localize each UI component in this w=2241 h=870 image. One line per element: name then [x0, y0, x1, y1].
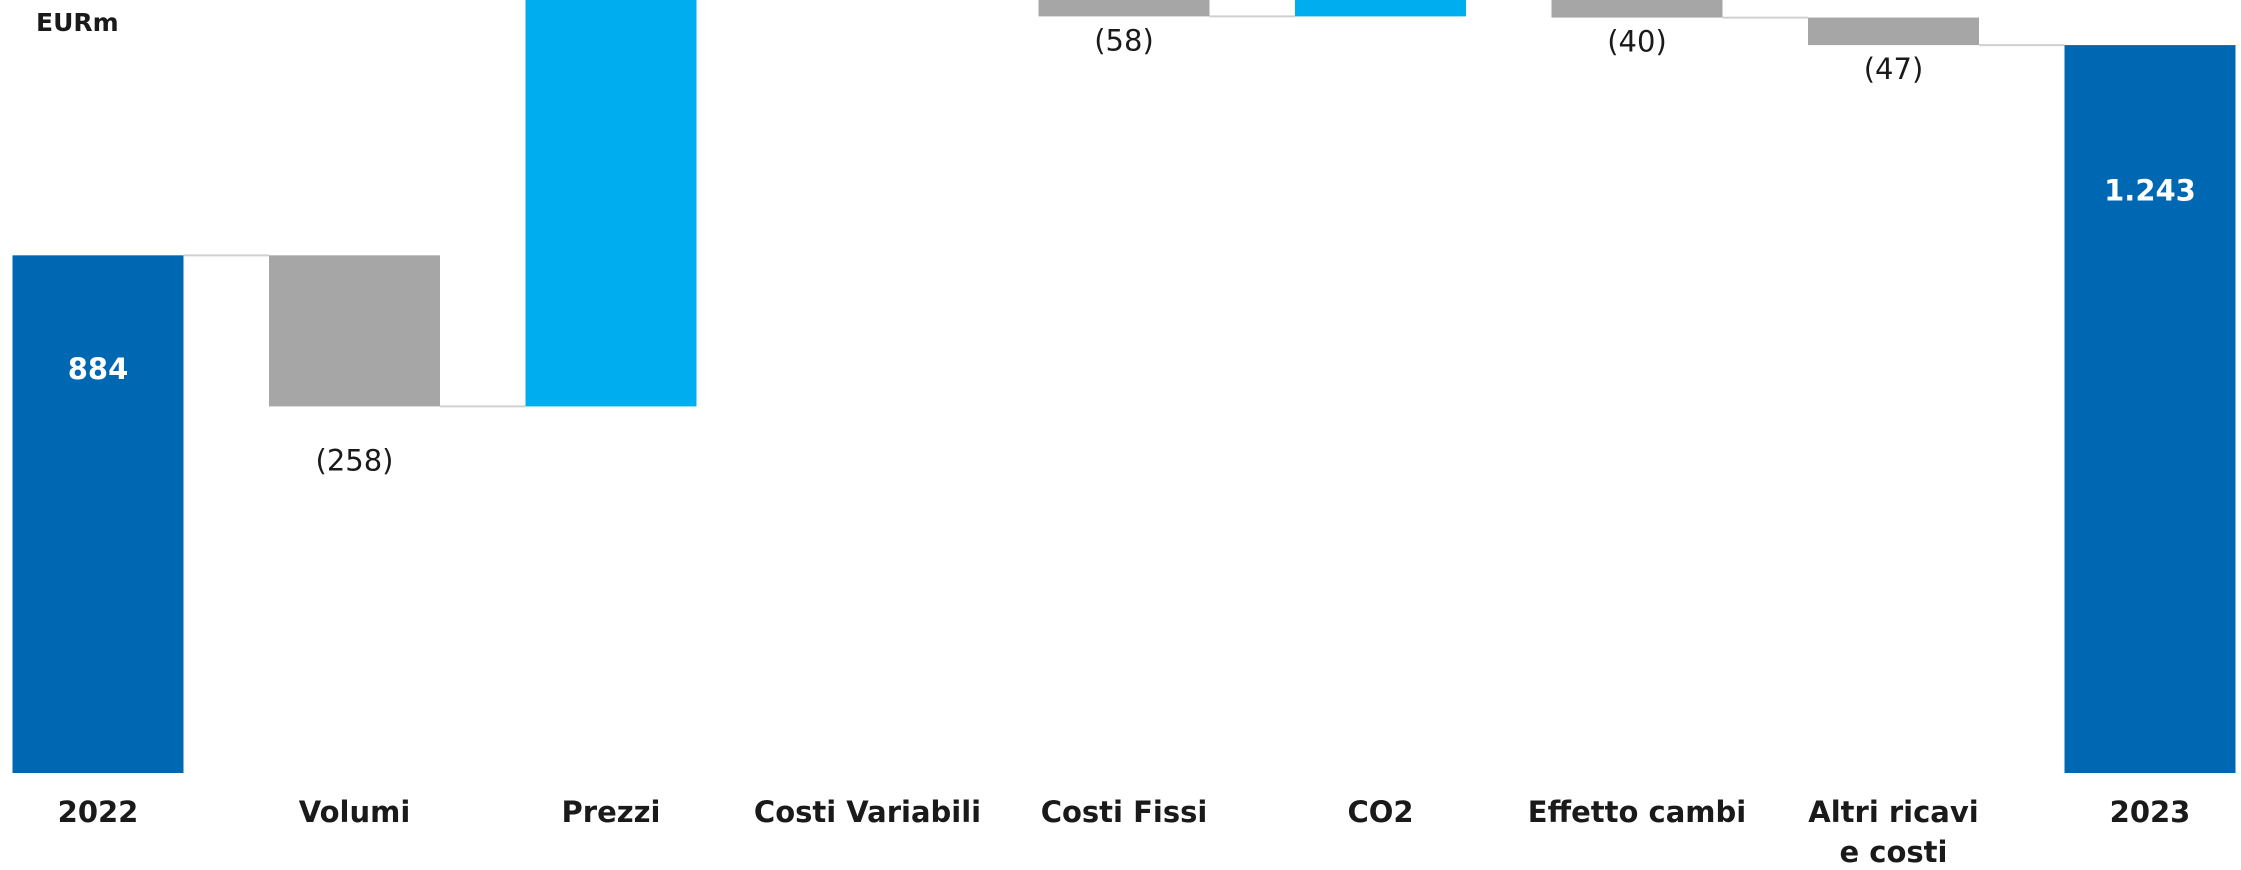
category-label: Volumi — [299, 795, 411, 829]
unit-label: EURm — [36, 8, 119, 37]
bar-effetto-cambi — [1551, 0, 1723, 18]
bar-costi-fissi — [1038, 0, 1210, 17]
bar-2023 — [2064, 45, 2236, 773]
value-label: (47) — [1864, 52, 1924, 86]
bar-altri-ricavi-e-costi — [1808, 17, 1979, 46]
bar-2022 — [12, 255, 184, 774]
value-label: (40) — [1607, 25, 1667, 59]
category-label: Costi Variabili — [754, 795, 981, 829]
bar-prezzi — [525, 0, 697, 407]
category-label: Prezzi — [562, 795, 661, 829]
category-label: e costi — [1840, 835, 1948, 869]
value-label: 884 — [68, 352, 129, 386]
bar-co2 — [1295, 0, 1466, 17]
category-label: 2022 — [58, 795, 139, 829]
value-label: (258) — [316, 443, 394, 477]
category-label: Altri ricavi — [1808, 795, 1978, 829]
category-label: 2023 — [2110, 795, 2191, 829]
category-label: CO2 — [1347, 795, 1413, 829]
bar-volumi — [269, 255, 440, 407]
value-label: (58) — [1094, 23, 1154, 57]
category-label: Effetto cambi — [1528, 795, 1746, 829]
value-label: 1.243 — [2104, 174, 2196, 208]
category-label: Costi Fissi — [1041, 795, 1208, 829]
